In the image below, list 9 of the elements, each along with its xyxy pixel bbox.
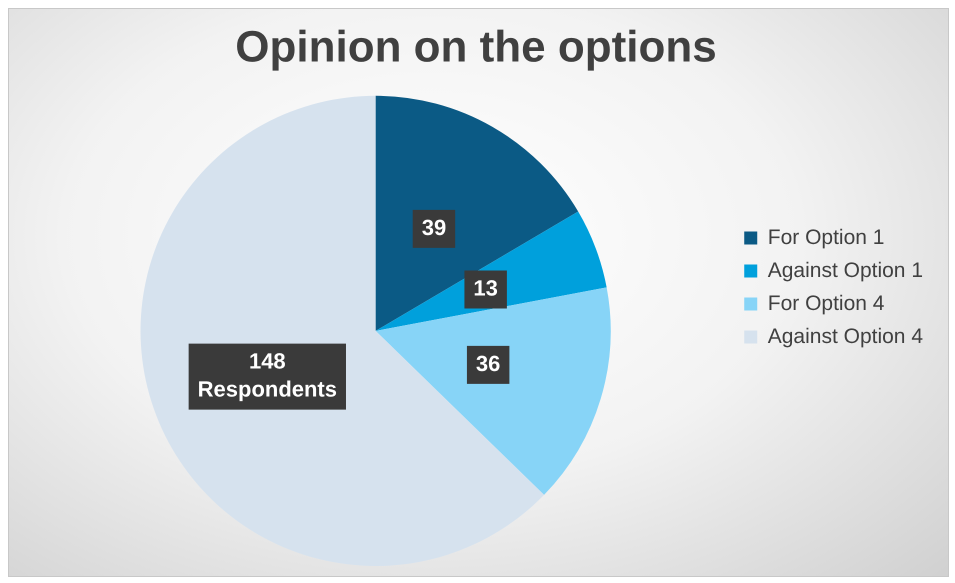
legend-label: Against Option 1	[768, 258, 923, 282]
legend-label: Against Option 4	[768, 324, 924, 348]
data-label: 39	[422, 214, 446, 240]
data-label: 13	[473, 276, 498, 301]
chart-title: Opinion on the options	[235, 22, 717, 72]
data-label: 36	[476, 350, 500, 376]
legend-label: For Option 4	[768, 292, 885, 315]
legend-label: For Option 1	[768, 226, 884, 249]
data-label: 148 Respondents	[198, 348, 337, 402]
